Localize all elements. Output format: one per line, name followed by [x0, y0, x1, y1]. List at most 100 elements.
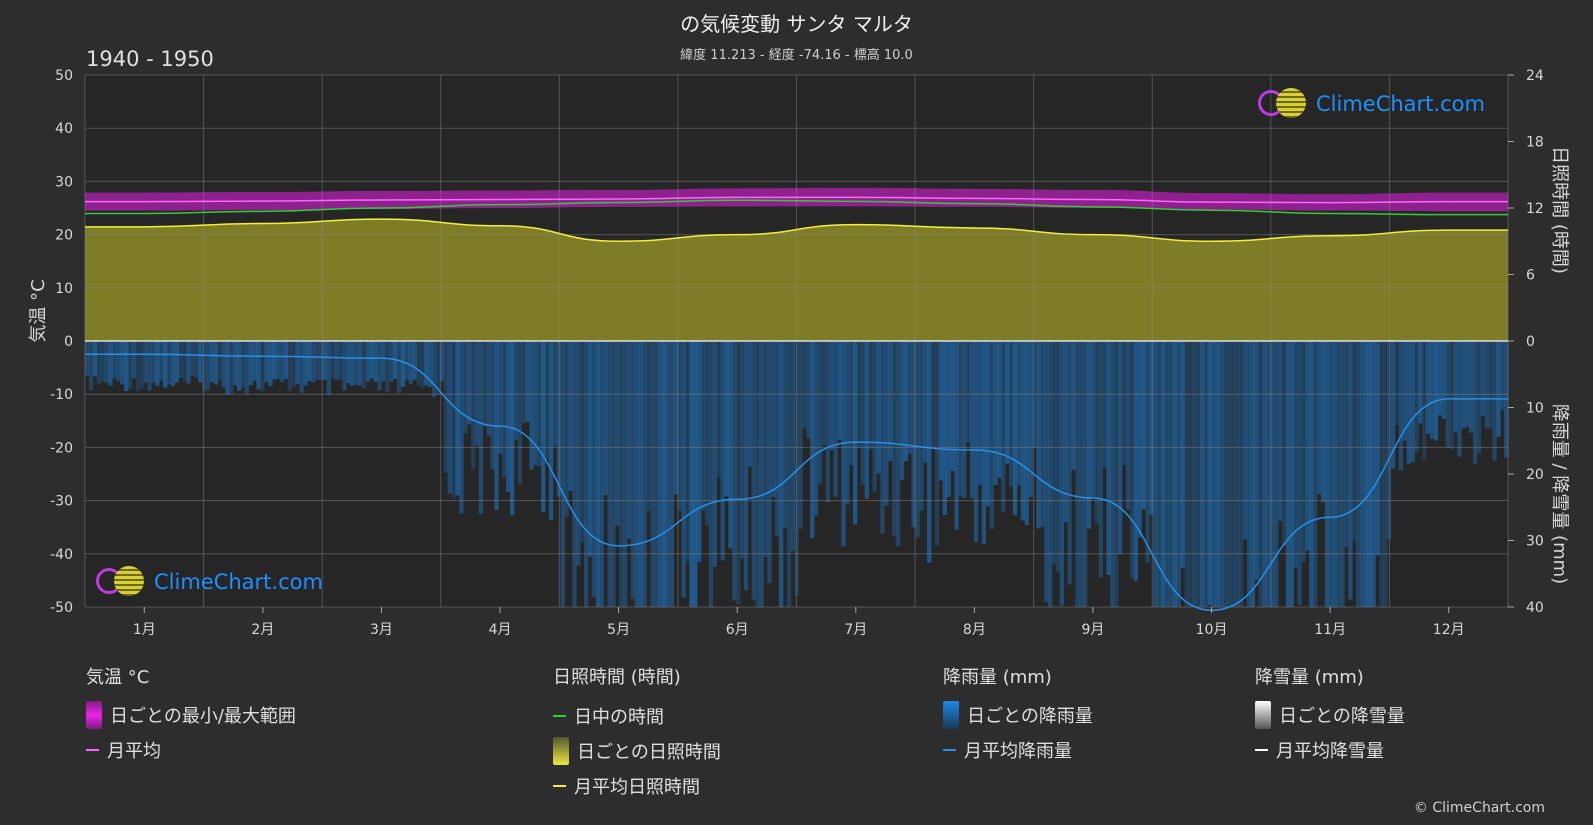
- rain-daily-bar: [1317, 341, 1322, 494]
- rain-daily-bar: [548, 341, 554, 521]
- rain-swatch-icon: [943, 701, 959, 729]
- rain-daily-bar: [151, 341, 156, 383]
- rain-daily-bar: [272, 341, 277, 380]
- legend-temp-range-label: 日ごとの最小/最大範囲: [110, 706, 296, 727]
- legend-rain-daily: 日ごとの降雨量: [943, 701, 1093, 729]
- rain-daily-bar: [420, 341, 425, 388]
- rain-daily-bar: [1414, 341, 1419, 452]
- rain-daily-bar: [1262, 341, 1267, 607]
- sunshine-mean-swatch-icon: [553, 785, 566, 787]
- rain-daily-bar: [1122, 341, 1127, 466]
- rain-daily-bar: [934, 341, 940, 547]
- rain-daily-bar: [517, 341, 522, 485]
- y3-tick-label: 10: [1526, 401, 1544, 417]
- rain-daily-bar: [662, 341, 667, 607]
- rain-daily-bar: [1051, 341, 1057, 565]
- rain-daily-bar: [1278, 341, 1283, 521]
- rain-daily-bar: [291, 341, 296, 387]
- rain-daily-bar: [630, 341, 636, 599]
- rain-daily-bar: [1461, 341, 1466, 429]
- rain-daily-bar: [248, 341, 253, 386]
- rain-daily-bar: [96, 341, 101, 385]
- chart-subtitle: 緯度 11.213 - 経度 -74.16 - 標高 10.0: [680, 48, 913, 63]
- rain-daily-bar: [611, 341, 616, 607]
- rain-daily-bar: [186, 341, 191, 384]
- rain-daily-bar: [1320, 341, 1326, 503]
- rain-daily-bar: [202, 341, 207, 392]
- legend-sun-daylight-label: 日中の時間: [574, 707, 664, 728]
- rain-daily-bar: [1313, 341, 1318, 607]
- rain-daily-bar: [471, 341, 476, 469]
- temp-range-band: [85, 187, 1508, 212]
- rain-daily-bar: [638, 341, 643, 607]
- rain-daily-bar: [322, 341, 328, 380]
- rain-daily-bar: [626, 341, 632, 539]
- snow-swatch-icon: [1255, 701, 1271, 729]
- y-tick-label: 0: [64, 334, 73, 350]
- rain-daily-bar: [1309, 341, 1314, 607]
- rain-daily-bar: [525, 341, 530, 422]
- rain-daily-bar: [759, 341, 764, 607]
- y-tick-label: -20: [50, 440, 73, 456]
- rain-daily-bar: [1012, 341, 1018, 516]
- rain-daily-bar: [552, 341, 558, 446]
- rain-daily-bar: [845, 341, 850, 505]
- rain-daily-bar: [1168, 341, 1174, 607]
- rain-daily-bar: [1242, 341, 1248, 540]
- rain-daily-bar: [802, 341, 807, 429]
- rain-daily-bar: [1048, 341, 1053, 607]
- rain-daily-bar: [244, 341, 250, 394]
- rain-daily-bar: [794, 341, 799, 596]
- x-tick-label: 10月: [1196, 622, 1228, 638]
- rain-daily-bar: [127, 341, 133, 389]
- snow-mean-swatch-icon: [1255, 749, 1268, 751]
- y3-tick-label: 40: [1526, 600, 1544, 616]
- rain-daily-bar: [361, 341, 367, 389]
- rain-daily-bar: [1266, 341, 1271, 607]
- daylight-line: [85, 199, 1508, 216]
- rain-daily-bar: [315, 341, 320, 380]
- rain-daily-bar: [217, 341, 222, 381]
- rain-daily-bar: [1484, 341, 1489, 429]
- rain-daily-bar: [853, 341, 858, 525]
- rain-daily-bar: [564, 341, 569, 517]
- rain-daily-bar: [1246, 341, 1252, 607]
- rain-daily-bar: [736, 341, 741, 605]
- rain-daily-bar: [892, 341, 897, 536]
- rain-daily-bar: [1285, 341, 1291, 607]
- rain-daily-bar: [408, 341, 413, 384]
- rain-daily-bar: [1133, 341, 1138, 581]
- y-tick-label: -50: [50, 600, 73, 616]
- rain-daily-bar: [728, 341, 733, 549]
- x-tick-label: 1月: [133, 622, 156, 638]
- rain-daily-bar: [1453, 341, 1458, 433]
- rain-daily-bar: [634, 341, 639, 607]
- rain-daily-bar: [1016, 341, 1022, 486]
- rain-daily-bar: [276, 341, 281, 379]
- temp-mean-swatch-icon: [86, 749, 99, 751]
- legend-snow-daily: 日ごとの降雪量: [1255, 701, 1405, 729]
- logo-bottom[interactable]: ClimeChart.com: [96, 566, 323, 598]
- rain-daily-bar: [1422, 341, 1427, 461]
- legend-temp-title: 気温 °C: [86, 667, 150, 688]
- rain-daily-bar: [1254, 341, 1259, 580]
- rain-daily-bar: [166, 341, 172, 385]
- rain-daily-bar: [724, 341, 729, 497]
- x-tick-label: 8月: [963, 622, 986, 638]
- rain-daily-bar: [942, 341, 947, 515]
- rain-daily-bar: [966, 341, 971, 443]
- rain-daily-bar: [1020, 341, 1025, 521]
- rain-daily-bar: [190, 341, 195, 376]
- rain-daily-bar: [1235, 341, 1240, 607]
- y2-tick-label: 18: [1526, 135, 1544, 151]
- rain-daily-bar: [1223, 341, 1228, 607]
- rain-daily-bar: [486, 341, 491, 436]
- rain-daily-bar: [779, 341, 784, 607]
- logo-top[interactable]: ClimeChart.com: [1258, 88, 1485, 120]
- rain-mean-line: [85, 353, 1508, 612]
- rain-daily-bar: [1480, 341, 1485, 417]
- rain-daily-bar: [907, 341, 912, 455]
- rain-daily-bar: [396, 341, 402, 394]
- rain-daily-bar: [467, 341, 472, 425]
- rain-daily-bar: [1336, 341, 1341, 607]
